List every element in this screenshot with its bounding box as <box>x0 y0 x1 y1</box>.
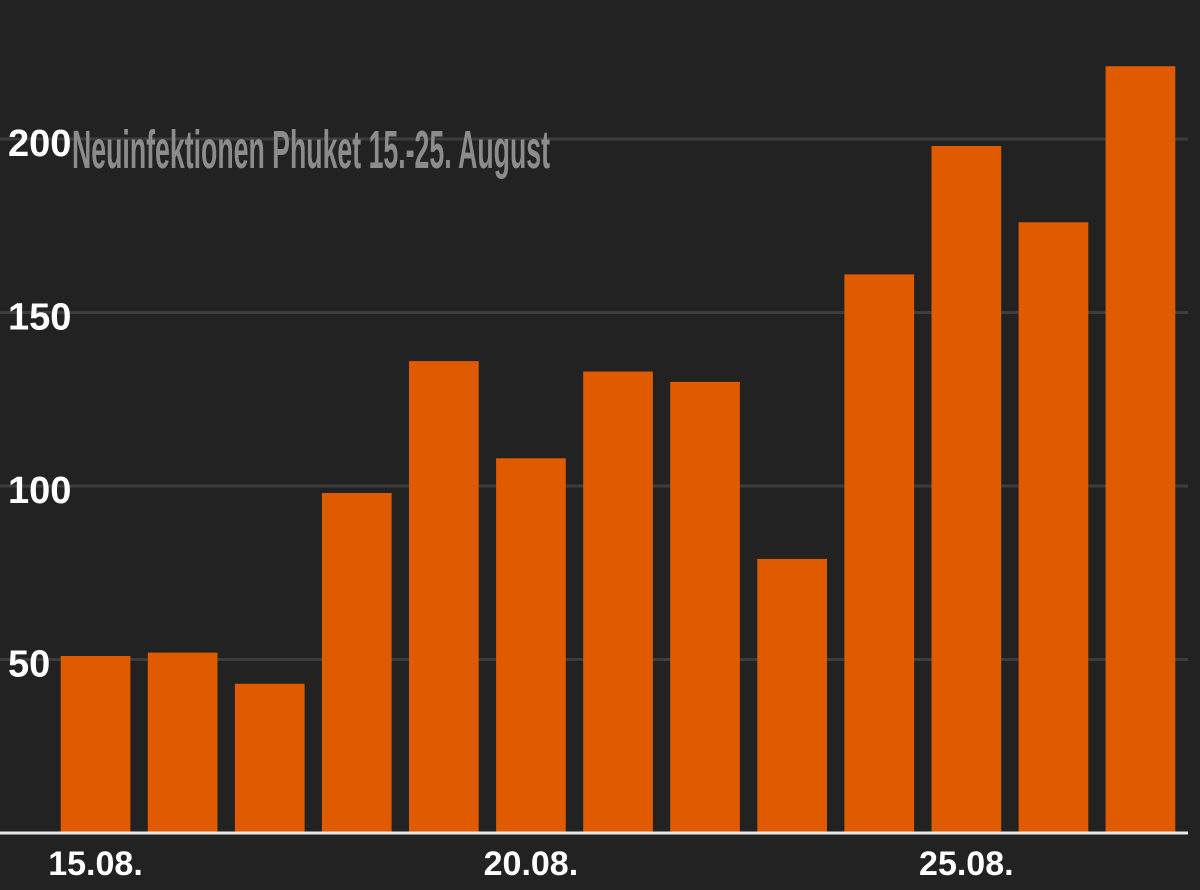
bar-20.08. <box>496 458 566 833</box>
bar-23.08. <box>757 558 827 833</box>
bar-24.08. <box>844 274 915 833</box>
bar-25.08. <box>931 146 1002 833</box>
x-axis-tick-labels: 15.08. 20.08. 25.08. <box>48 845 1013 883</box>
x-tick-label: 15.08. <box>48 845 143 883</box>
bar-22.08. <box>670 381 740 833</box>
bar-16.08. <box>147 652 218 833</box>
bar-18.08. <box>321 493 392 833</box>
bar-15.08. <box>60 656 131 833</box>
bar-27.08. <box>1105 66 1176 833</box>
bar-17.08. <box>234 683 305 833</box>
chart-title: Neuinfektionen Phuket 15.-25. August <box>72 120 550 180</box>
bars <box>60 66 1176 834</box>
bar-26.08. <box>1018 222 1089 834</box>
bar-21.08. <box>583 371 653 833</box>
y-tick-label: 50 <box>8 644 50 686</box>
y-tick-label: 100 <box>8 470 71 512</box>
y-axis-tick-labels: 50 100 150 200 <box>8 123 71 685</box>
bar-19.08. <box>409 361 479 833</box>
x-tick-label: 25.08. <box>919 845 1014 883</box>
y-tick-label: 200 <box>8 123 71 165</box>
y-tick-label: 150 <box>8 297 71 339</box>
x-tick-label: 20.08. <box>484 845 579 883</box>
